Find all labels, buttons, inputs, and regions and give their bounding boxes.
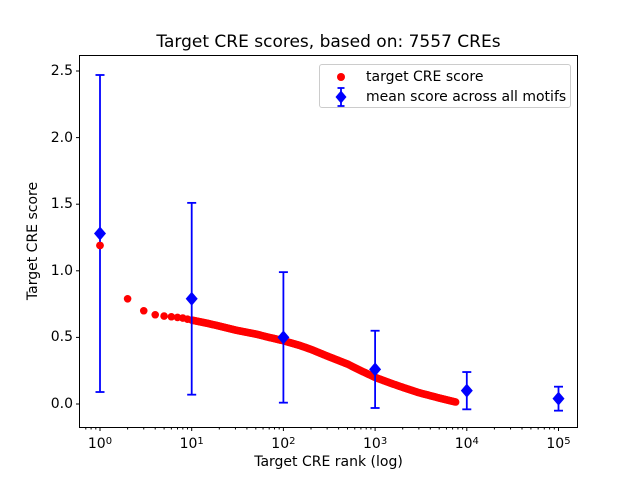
diamond-marker xyxy=(94,226,106,241)
red-point-rank1 xyxy=(96,241,104,250)
legend: target CRE score mean score across all mo… xyxy=(319,64,571,108)
diamond-marker xyxy=(552,391,565,406)
diamond-marker xyxy=(369,362,382,377)
legend-diamond-icon xyxy=(335,87,347,107)
y-axis-label: Target CRE score xyxy=(25,181,41,301)
y-tick-label: 1.0 xyxy=(50,262,73,279)
red-point xyxy=(160,312,168,320)
legend-item: target CRE score xyxy=(320,67,570,87)
chart-title: Target CRE scores, based on: 7557 CREs xyxy=(156,32,501,52)
red-point xyxy=(123,294,132,303)
y-tick-label: 0.5 xyxy=(50,329,73,346)
plot-area xyxy=(79,55,578,428)
x-tick-label: 103 xyxy=(362,436,388,452)
diamond-marker xyxy=(185,291,198,306)
y-tick-label: 1.5 xyxy=(50,196,73,213)
red-point xyxy=(167,312,176,321)
series-mean-score xyxy=(94,74,565,412)
y-tick-label: 2.0 xyxy=(50,129,73,146)
diamond-marker xyxy=(277,330,290,345)
legend-circle-icon xyxy=(337,73,345,81)
x-tick-label: 100 xyxy=(87,436,113,452)
x-axis-label: Target CRE rank (log) xyxy=(254,454,403,470)
legend-label: target CRE score xyxy=(366,69,484,85)
red-point xyxy=(151,310,160,319)
y-tick-label: 2.5 xyxy=(50,63,73,79)
red-point xyxy=(451,398,460,406)
x-tick-label: 105 xyxy=(546,436,571,452)
x-tick-label: 101 xyxy=(179,436,204,452)
diamond-marker xyxy=(460,383,473,398)
x-tick-label: 104 xyxy=(454,436,479,452)
legend-item: mean score across all motifs xyxy=(320,87,570,107)
x-tick-label: 102 xyxy=(271,436,296,452)
red-point xyxy=(139,306,148,315)
plot-canvas xyxy=(94,74,565,412)
legend-label: mean score across all motifs xyxy=(366,89,567,105)
series-target-cre-score xyxy=(96,241,460,406)
y-tick-label: 0.0 xyxy=(50,396,73,412)
